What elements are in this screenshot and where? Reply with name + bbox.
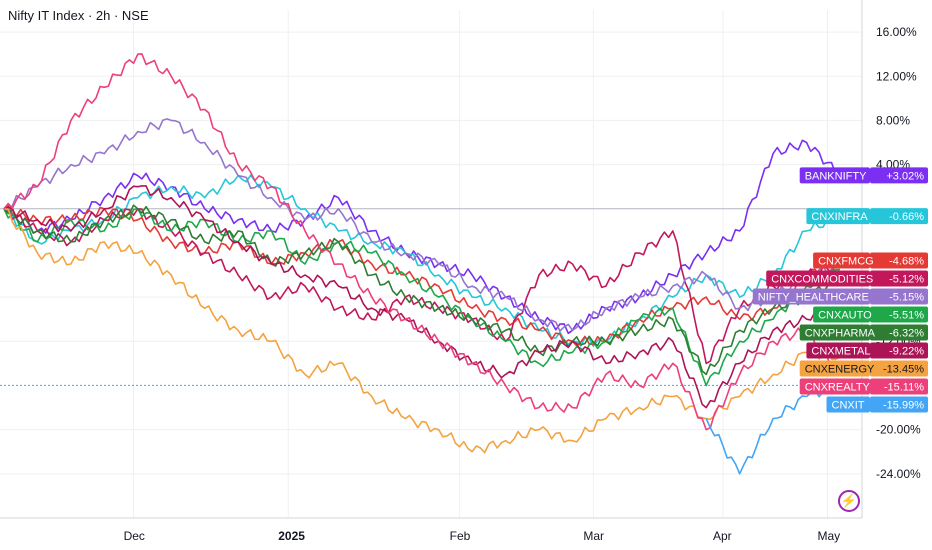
series-label-bg: [799, 167, 870, 184]
series-line-cnxit: [705, 383, 841, 475]
x-tick-label: Apr: [713, 529, 732, 543]
series-label-name: CNXIT: [832, 399, 865, 411]
series-label-bg: [813, 306, 870, 323]
series-value-bg: [870, 252, 928, 269]
series-line-cnxmetal: [3, 185, 841, 409]
x-axis: Dec 2025 Feb Mar Apr May: [124, 529, 841, 543]
y-tick-label: 12.00%: [876, 69, 917, 83]
series-label-name: CNXMETAL: [811, 345, 870, 357]
series-label-value: +3.02%: [886, 170, 924, 182]
series-label-value: -0.66%: [889, 211, 924, 223]
x-tick-label: Mar: [583, 529, 604, 543]
chart-title: Nifty IT Index · 2h · NSE: [8, 8, 149, 23]
x-tick-label: Dec: [124, 529, 145, 543]
series-value-bg: [870, 396, 928, 413]
series-labels: BANKNIFTY +3.02% CNXINFRA -0.66% CNXFMCG -4.6…: [752, 167, 928, 413]
series-label-bg: [813, 252, 870, 269]
series-label-value: -5.15%: [889, 291, 924, 303]
series-value-bg: [870, 378, 928, 395]
x-tick-label: 2025: [278, 529, 305, 543]
series-label-name: NIFTY_HEALTHCARE: [758, 291, 869, 303]
series-label-name: CNXINFRA: [811, 211, 868, 223]
series-value-bg: [870, 208, 928, 225]
series-line-banknifty: [3, 139, 841, 335]
series-line-nifty_healthcare: [3, 118, 841, 332]
y-tick-label: 8.00%: [876, 113, 910, 127]
series-line-cnxcommodities: [3, 208, 841, 365]
series-label-value: -6.32%: [889, 327, 924, 339]
series-value-bg: [870, 270, 928, 287]
series-line-cnxinfra: [3, 174, 841, 347]
series-label-name: BANKNIFTY: [805, 170, 867, 182]
series-label-bg: [806, 342, 870, 359]
series-label-value: -5.51%: [889, 309, 924, 321]
series-line-cnxfmcg: [3, 204, 841, 347]
series-line-cnxrealty: [3, 53, 841, 431]
series-label-value: -4.68%: [889, 255, 924, 267]
series-label-name: CNXPHARMA: [805, 327, 876, 339]
series-label-name: CNXREALTY: [805, 381, 871, 393]
series-group: [3, 53, 841, 475]
series-label-bg: [766, 270, 870, 287]
y-tick-label: -24.00%: [876, 467, 921, 481]
lightning-icon[interactable]: ⚡: [838, 490, 860, 512]
series-line-cnxpharma: [3, 204, 841, 376]
series-label-bg: [826, 396, 870, 413]
series-value-bg: [870, 324, 928, 341]
series-label-bg: [752, 288, 870, 305]
series-label-value: -9.22%: [889, 345, 924, 357]
series-line-cnxauto: [3, 208, 841, 387]
y-tick-label: -20.00%: [876, 423, 921, 437]
series-label-bg: [806, 208, 870, 225]
series-label-bg: [799, 324, 870, 341]
x-tick-label: Feb: [450, 529, 471, 543]
series-label-name: CNXCOMMODITIES: [771, 273, 873, 285]
series-label-bg: [799, 360, 870, 377]
x-tick-label: May: [817, 529, 840, 543]
series-label-name: CNXENERGY: [805, 363, 875, 375]
series-value-bg: [870, 306, 928, 323]
series-value-bg: [870, 167, 928, 184]
series-value-bg: [870, 360, 928, 377]
y-tick-label: 16.00%: [876, 25, 917, 39]
series-label-value: -5.12%: [889, 273, 924, 285]
series-value-bg: [870, 288, 928, 305]
series-label-value: -15.99%: [883, 399, 924, 411]
series-label-bg: [799, 378, 870, 395]
series-label-value: -15.11%: [884, 381, 924, 393]
series-value-bg: [870, 342, 928, 359]
series-label-name: CNXFMCG: [818, 255, 874, 267]
series-label-name: CNXAUTO: [818, 309, 872, 321]
series-label-value: -13.45%: [883, 363, 924, 375]
